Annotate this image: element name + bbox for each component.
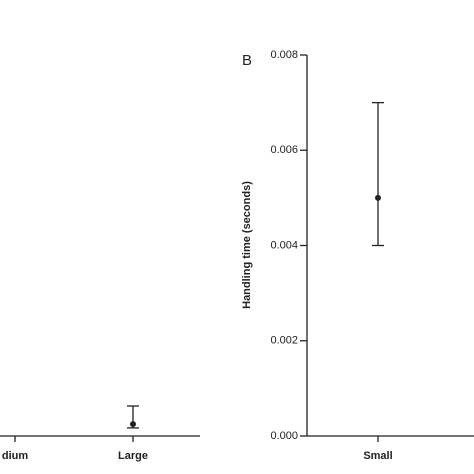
- y-tick-label: 0.004: [270, 239, 298, 251]
- y-axis-label: Handling time (seconds): [241, 181, 253, 309]
- y-tick-label: 0.008: [270, 49, 298, 61]
- y-tick-label: 0.002: [270, 335, 298, 347]
- x-tick-label: Large: [118, 450, 148, 462]
- y-tick-label: 0.000: [270, 430, 298, 442]
- panel-label: B: [242, 52, 252, 69]
- point: [130, 421, 136, 428]
- x-tick-label: Small: [363, 450, 392, 462]
- y-tick-label: 0.006: [270, 144, 298, 156]
- point: [375, 194, 381, 201]
- x-tick-label: dium: [2, 450, 28, 462]
